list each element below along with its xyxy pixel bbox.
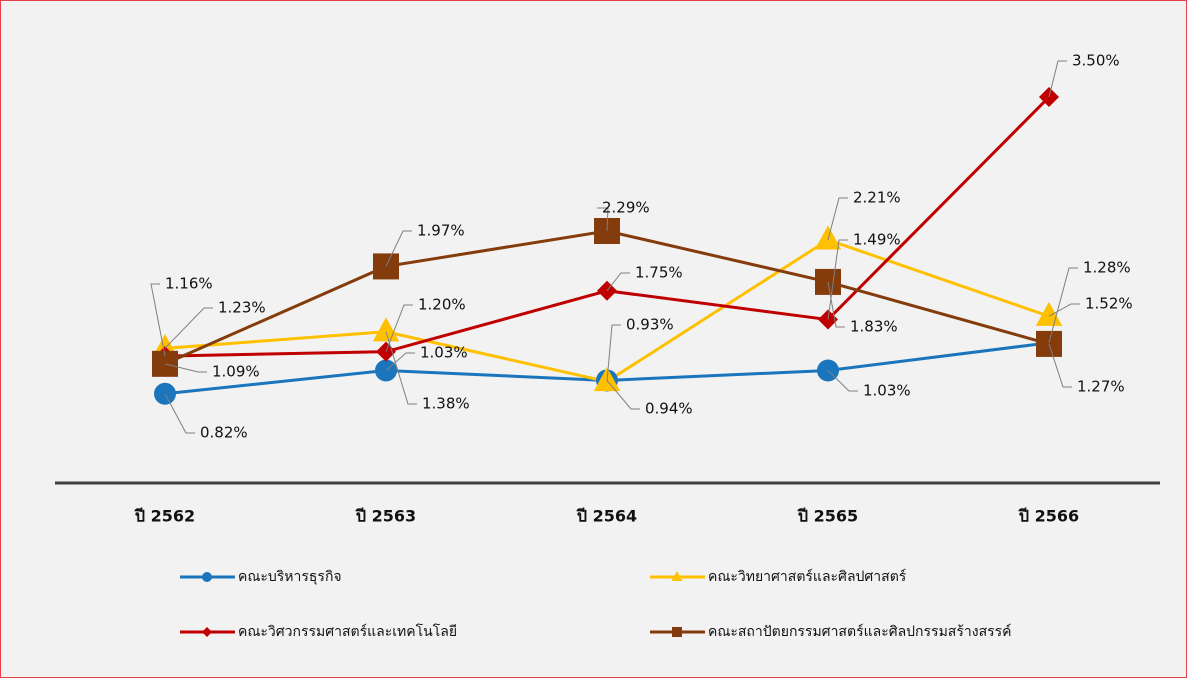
leader-line: [164, 363, 207, 373]
x-tick-label: ปี 2564: [575, 507, 637, 526]
leader-line: [606, 380, 640, 410]
data-label: 1.97%: [417, 222, 465, 240]
leader-line: [1048, 60, 1067, 98]
x-tick-label: ปี 2565: [796, 507, 858, 526]
legend-label: คณะวิทยาศาสตร์และศิลปศาสตร์: [708, 568, 907, 585]
legend-label: คณะบริหารธุรกิจ: [238, 569, 342, 585]
x-tick-label: ปี 2566: [1017, 507, 1079, 526]
x-tick-label: ปี 2563: [354, 507, 416, 526]
data-label: 2.29%: [602, 199, 650, 217]
leader-line: [164, 393, 195, 434]
leader-line: [827, 239, 848, 320]
data-label: 1.75%: [635, 264, 683, 282]
marker: [202, 627, 212, 637]
data-label: 3.50%: [1072, 52, 1120, 70]
x-tick-label: ปี 2562: [133, 507, 195, 526]
leader-line: [1048, 267, 1078, 343]
data-label: 0.93%: [626, 316, 674, 334]
data-label: 0.82%: [200, 424, 248, 442]
leader-line: [1048, 303, 1080, 317]
marker: [672, 627, 682, 637]
data-label: 1.38%: [422, 395, 470, 413]
data-label: 1.03%: [420, 344, 468, 362]
data-label: 1.03%: [863, 382, 911, 400]
data-label: 0.94%: [645, 400, 693, 418]
data-label: 1.20%: [418, 296, 466, 314]
leader-line: [827, 281, 845, 328]
data-label: 1.49%: [853, 231, 901, 249]
leader-line: [827, 197, 848, 240]
data-label: 1.16%: [165, 275, 213, 293]
leader-line: [385, 304, 413, 352]
data-label: 1.83%: [850, 318, 898, 336]
data-label: 1.27%: [1077, 378, 1125, 396]
leader-line: [385, 352, 415, 371]
legend-label: คณะวิศวกรรมศาสตร์และเทคโนโลยี: [238, 623, 457, 640]
data-label: 1.52%: [1085, 295, 1133, 313]
leader-line: [164, 307, 213, 349]
marker: [814, 225, 842, 250]
leader-line: [385, 331, 417, 405]
leader-line: [1048, 343, 1072, 388]
leader-line: [385, 230, 412, 267]
data-label: 2.21%: [853, 189, 901, 207]
marker: [671, 571, 683, 581]
data-label: 1.28%: [1083, 259, 1131, 277]
leader-line: [606, 272, 630, 292]
marker: [202, 572, 212, 582]
leader-line: [597, 207, 609, 232]
leader-line: [150, 283, 166, 357]
data-label: 1.09%: [212, 363, 260, 381]
legend-label: คณะสถาปัตยกรรมศาสตร์และศิลปกรรมสร้างสรรค…: [708, 623, 1012, 640]
leader-line: [606, 324, 621, 382]
marker: [373, 253, 399, 280]
leader-line: [827, 370, 858, 392]
data-label: 1.23%: [218, 299, 266, 317]
